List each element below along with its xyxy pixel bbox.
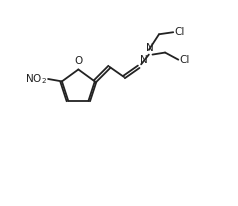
Text: N: N [146, 43, 154, 53]
Text: NO$_2$: NO$_2$ [25, 72, 46, 86]
Text: O: O [74, 56, 83, 66]
Text: N: N [140, 55, 148, 65]
Text: Cl: Cl [179, 55, 190, 65]
Text: Cl: Cl [174, 27, 185, 37]
